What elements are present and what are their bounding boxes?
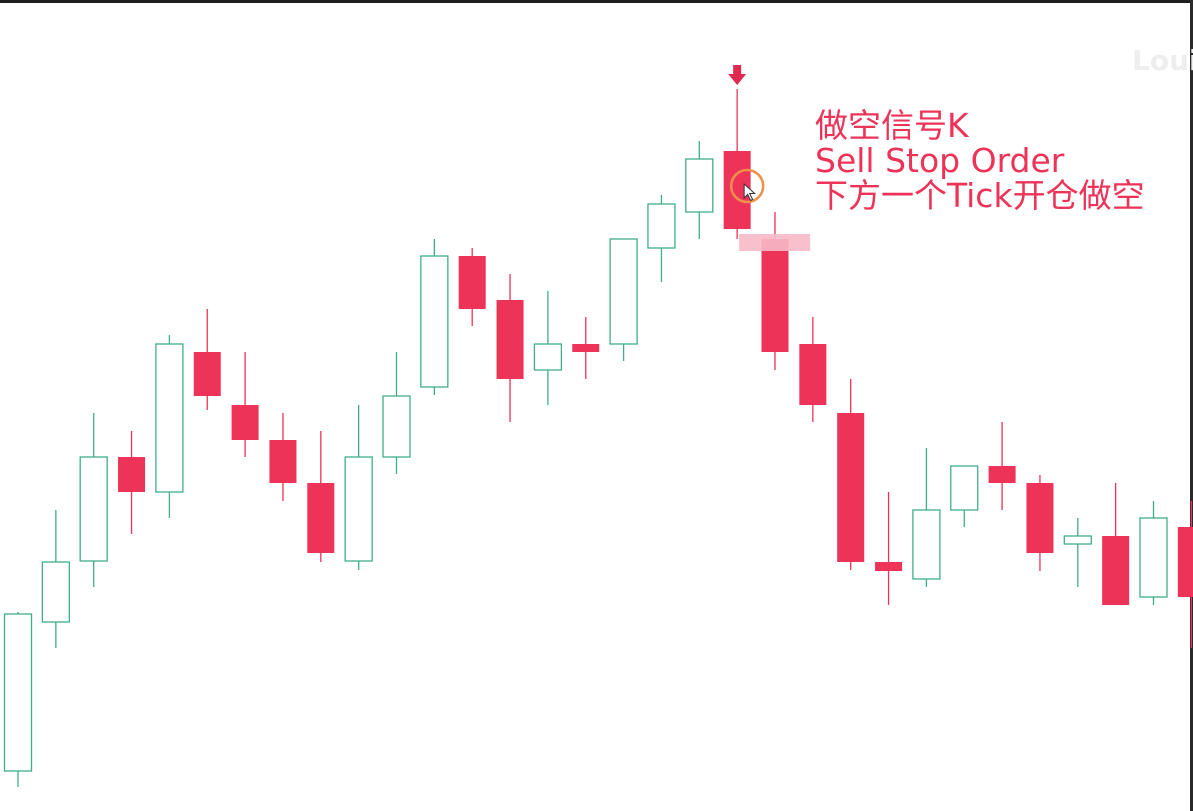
candle-body-bullish xyxy=(79,456,108,562)
candle-body-bullish xyxy=(685,158,714,213)
candle xyxy=(155,335,184,518)
candle-body-bullish xyxy=(3,613,33,772)
candle xyxy=(193,309,221,410)
candle-body-bullish xyxy=(420,255,449,388)
candle-body-bullish xyxy=(950,465,979,511)
candle xyxy=(420,239,449,395)
annotation-line-entry: 下方一个Tick开仓做空 xyxy=(815,176,1145,215)
candle xyxy=(1139,501,1168,605)
candle-body-bullish xyxy=(155,343,184,493)
candle xyxy=(3,612,33,787)
candle-body-bearish xyxy=(496,300,524,379)
candle-body-bearish xyxy=(875,562,903,571)
candle xyxy=(496,274,524,422)
candle-body-bearish xyxy=(307,483,335,553)
candle xyxy=(572,317,600,379)
candle-body-bullish xyxy=(533,343,563,371)
candle xyxy=(647,195,676,282)
cursor-ring xyxy=(729,168,765,204)
candle xyxy=(231,352,259,457)
candle-body-bullish xyxy=(647,203,676,249)
candle xyxy=(875,492,903,605)
candle xyxy=(344,405,373,570)
candle-body-bullish xyxy=(912,509,941,580)
candle-body-bearish xyxy=(231,405,259,440)
candle xyxy=(761,212,789,370)
signal-annotation: 做空信号K Sell Stop Order 下方一个Tick开仓做空 xyxy=(815,108,1145,213)
highlight-bar xyxy=(739,234,811,251)
candle xyxy=(1102,483,1130,605)
signal-overlays xyxy=(728,65,811,251)
cursor-icon xyxy=(743,182,756,202)
candle-body-bearish xyxy=(118,457,146,492)
candle xyxy=(118,431,146,534)
candle-body-bearish xyxy=(1177,527,1193,597)
candle xyxy=(837,379,865,570)
candle xyxy=(307,431,335,562)
candle xyxy=(382,352,411,474)
candle-body-bullish xyxy=(1063,535,1092,545)
candle xyxy=(988,422,1016,510)
candle-body-bullish xyxy=(1139,517,1168,598)
candle xyxy=(723,89,751,239)
candle xyxy=(41,510,70,648)
annotation-line-order: Sell Stop Order xyxy=(815,141,1065,180)
annotation-line-signal: 做空信号K xyxy=(815,106,969,145)
candle-body-bearish xyxy=(572,344,600,352)
candle xyxy=(950,465,979,527)
candle-body-bearish xyxy=(269,440,297,483)
candle-body-bearish xyxy=(1026,483,1054,553)
down-arrow-icon xyxy=(728,65,747,85)
candle-body-bearish xyxy=(837,413,865,562)
candle xyxy=(79,413,108,587)
candle-body-bearish xyxy=(761,239,789,352)
candle xyxy=(609,238,638,361)
candle-body-bullish xyxy=(41,561,70,623)
candle-body-bullish xyxy=(382,395,411,458)
candle xyxy=(912,448,941,587)
window-right-border xyxy=(1190,0,1193,811)
candle xyxy=(458,248,486,326)
candle xyxy=(685,141,714,239)
window-top-border xyxy=(0,0,1193,3)
candle-body-bearish xyxy=(458,256,486,309)
watermark-text: Loui xyxy=(1132,44,1193,77)
candle-body-bullish xyxy=(609,238,638,345)
candle xyxy=(1177,501,1193,648)
candle xyxy=(533,291,563,405)
candle xyxy=(799,317,827,422)
candle-body-bearish xyxy=(988,466,1016,483)
candle-body-bearish xyxy=(799,344,827,405)
candle-body-bullish xyxy=(344,456,373,562)
candle xyxy=(1063,518,1092,587)
candles-layer xyxy=(3,89,1193,787)
candle-body-bearish xyxy=(193,352,221,396)
candle-body-bearish xyxy=(1102,536,1130,605)
candle xyxy=(269,413,297,501)
candle xyxy=(1026,475,1054,571)
